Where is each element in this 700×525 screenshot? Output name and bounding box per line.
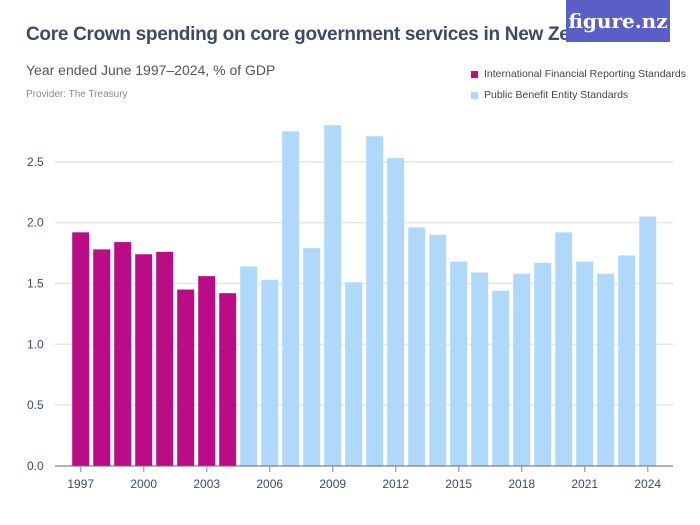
bar-2011 [366, 136, 384, 466]
x-tick-label: 2015 [445, 477, 472, 491]
bar-2018 [513, 273, 531, 466]
bar-2010 [345, 282, 363, 466]
y-tick-label: 2.0 [27, 216, 44, 230]
chart-subtitle: Year ended June 1997–2024, % of GDP [26, 62, 276, 78]
x-tick-label: 2006 [256, 477, 283, 491]
y-tick-label: 0.5 [27, 398, 44, 412]
bar-2000 [135, 254, 153, 466]
y-tick-label: 2.5 [27, 155, 44, 169]
bar-1999 [114, 242, 132, 466]
x-tick-label: 2003 [193, 477, 220, 491]
bar-2009 [324, 125, 342, 467]
bar-2008 [303, 248, 321, 466]
figure-nz-logo[interactable]: figure.nz [566, 0, 670, 42]
bar-1998 [93, 249, 111, 466]
legend-swatch-ifrs [471, 70, 478, 78]
y-tick-label: 1.5 [27, 276, 44, 290]
bar-2007 [282, 131, 300, 466]
x-tick-label: 1997 [67, 477, 94, 491]
x-tick-label: 2012 [382, 477, 409, 491]
bar-2016 [471, 272, 489, 466]
x-tick-label: 2009 [319, 477, 346, 491]
bar-2012 [387, 158, 405, 466]
bar-2017 [492, 290, 510, 466]
bar-2024 [639, 216, 657, 466]
y-tick-label: 1.0 [27, 337, 44, 351]
bar-2019 [534, 262, 552, 466]
bar-2004 [219, 293, 237, 466]
chart-title: Core Crown spending on core government s… [26, 24, 618, 45]
legend-item-ifrs: International Financial Reporting Standa… [471, 68, 686, 80]
bar-2005 [240, 266, 258, 466]
bar-2001 [156, 251, 174, 466]
bar-1997 [72, 232, 90, 466]
bar-2002 [177, 289, 195, 466]
legend: International Financial Reporting Standa… [471, 68, 686, 110]
x-tick-label: 2021 [571, 477, 598, 491]
bar-2006 [261, 279, 279, 466]
bar-2003 [198, 276, 216, 466]
bar-2013 [408, 227, 426, 466]
legend-label-pbe: Public Benefit Entity Standards [484, 89, 629, 101]
legend-swatch-pbe [471, 91, 478, 99]
bar-2014 [429, 234, 447, 466]
x-tick-label: 2000 [130, 477, 157, 491]
legend-item-pbe: Public Benefit Entity Standards [471, 89, 686, 101]
bar-2021 [576, 261, 594, 466]
bar-2015 [450, 261, 468, 466]
provider-text: Provider: The Treasury [26, 89, 128, 100]
legend-label-ifrs: International Financial Reporting Standa… [484, 68, 686, 80]
bar-2023 [618, 255, 636, 466]
y-tick-label: 0.0 [27, 459, 44, 473]
x-tick-label: 2018 [508, 477, 535, 491]
bar-2022 [597, 273, 615, 466]
bar-2020 [555, 232, 573, 466]
x-tick-label: 2024 [634, 477, 661, 491]
